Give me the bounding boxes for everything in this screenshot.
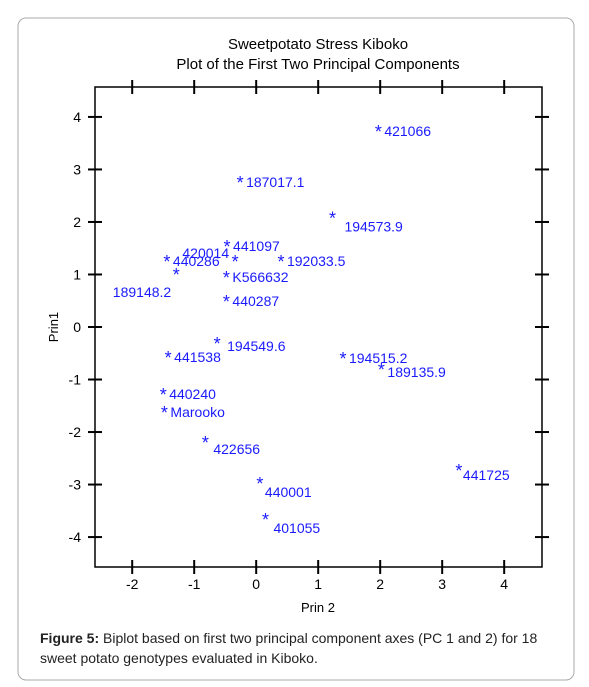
- y-tick-label: -1: [69, 372, 82, 388]
- x-tick-label: 4: [500, 576, 508, 592]
- point: *: [202, 433, 209, 453]
- point: *: [214, 334, 221, 354]
- point-label: 189135.9: [387, 364, 446, 380]
- point-label: 441097: [233, 238, 280, 254]
- x-tick-label: 1: [314, 576, 322, 592]
- point-label: 194515.2: [349, 350, 408, 366]
- point: *: [375, 122, 382, 142]
- point: *: [160, 385, 167, 405]
- point-label: 192033.5: [287, 253, 346, 269]
- point-label: 422656: [213, 441, 260, 457]
- point-label: 401055: [273, 520, 320, 536]
- point-label: 420014: [182, 245, 229, 261]
- point: *: [378, 360, 385, 380]
- caption-text: Biplot based on first two principal comp…: [40, 630, 538, 666]
- point-label: 187017.1: [246, 174, 305, 190]
- point: *: [339, 349, 346, 369]
- y-tick-label: 2: [73, 214, 81, 230]
- plot-border: [94, 86, 543, 568]
- x-tick-label: 3: [438, 576, 446, 592]
- point: *: [224, 237, 231, 257]
- point: *: [262, 510, 269, 530]
- point: *: [256, 474, 263, 494]
- point-label: 440286: [173, 253, 220, 269]
- chart-title: Sweetpotato Stress Kiboko: [228, 36, 408, 53]
- point: *: [223, 268, 230, 288]
- y-tick-label: -2: [69, 424, 82, 440]
- point: *: [232, 252, 239, 272]
- point: *: [163, 252, 170, 272]
- point: *: [329, 209, 336, 229]
- point-label: 441725: [463, 467, 510, 483]
- point: *: [173, 265, 180, 285]
- y-tick-label: -3: [69, 477, 82, 493]
- point-label: 440287: [232, 293, 279, 309]
- point-label: 189148.2: [113, 284, 172, 300]
- y-tick-label: -4: [69, 529, 82, 545]
- point: *: [277, 252, 284, 272]
- point-label: 440240: [169, 386, 216, 402]
- x-tick-label: 0: [252, 576, 260, 592]
- y-axis-label: Prin1: [46, 312, 61, 342]
- point-label: 194549.6: [227, 338, 286, 354]
- x-tick-label: -1: [188, 576, 201, 592]
- x-tick-label: 2: [376, 576, 384, 592]
- point: *: [455, 461, 462, 481]
- y-tick-label: 0: [73, 319, 81, 335]
- point: *: [237, 173, 244, 193]
- caption-label: Figure 5:: [40, 630, 100, 646]
- point: *: [223, 292, 230, 312]
- point: *: [165, 348, 172, 368]
- point-label: 440001: [265, 484, 312, 500]
- point: *: [161, 403, 168, 423]
- point-label: 421066: [384, 123, 431, 139]
- point-label: 441538: [174, 349, 221, 365]
- y-tick-label: 1: [73, 266, 81, 282]
- x-tick-label: -2: [126, 576, 139, 592]
- chart-subtitle: Plot of the First Two Principal Componen…: [176, 56, 459, 73]
- point-label: K566632: [232, 269, 288, 285]
- point-label: 194573.9: [344, 219, 403, 235]
- y-tick-label: 3: [73, 161, 81, 177]
- caption: Figure 5: Biplot based on first two prin…: [40, 628, 570, 668]
- frame: [17, 17, 575, 681]
- x-axis-label: Prin 2: [301, 600, 335, 615]
- y-tick-label: 4: [73, 109, 81, 125]
- point-label: Marooko: [170, 404, 225, 420]
